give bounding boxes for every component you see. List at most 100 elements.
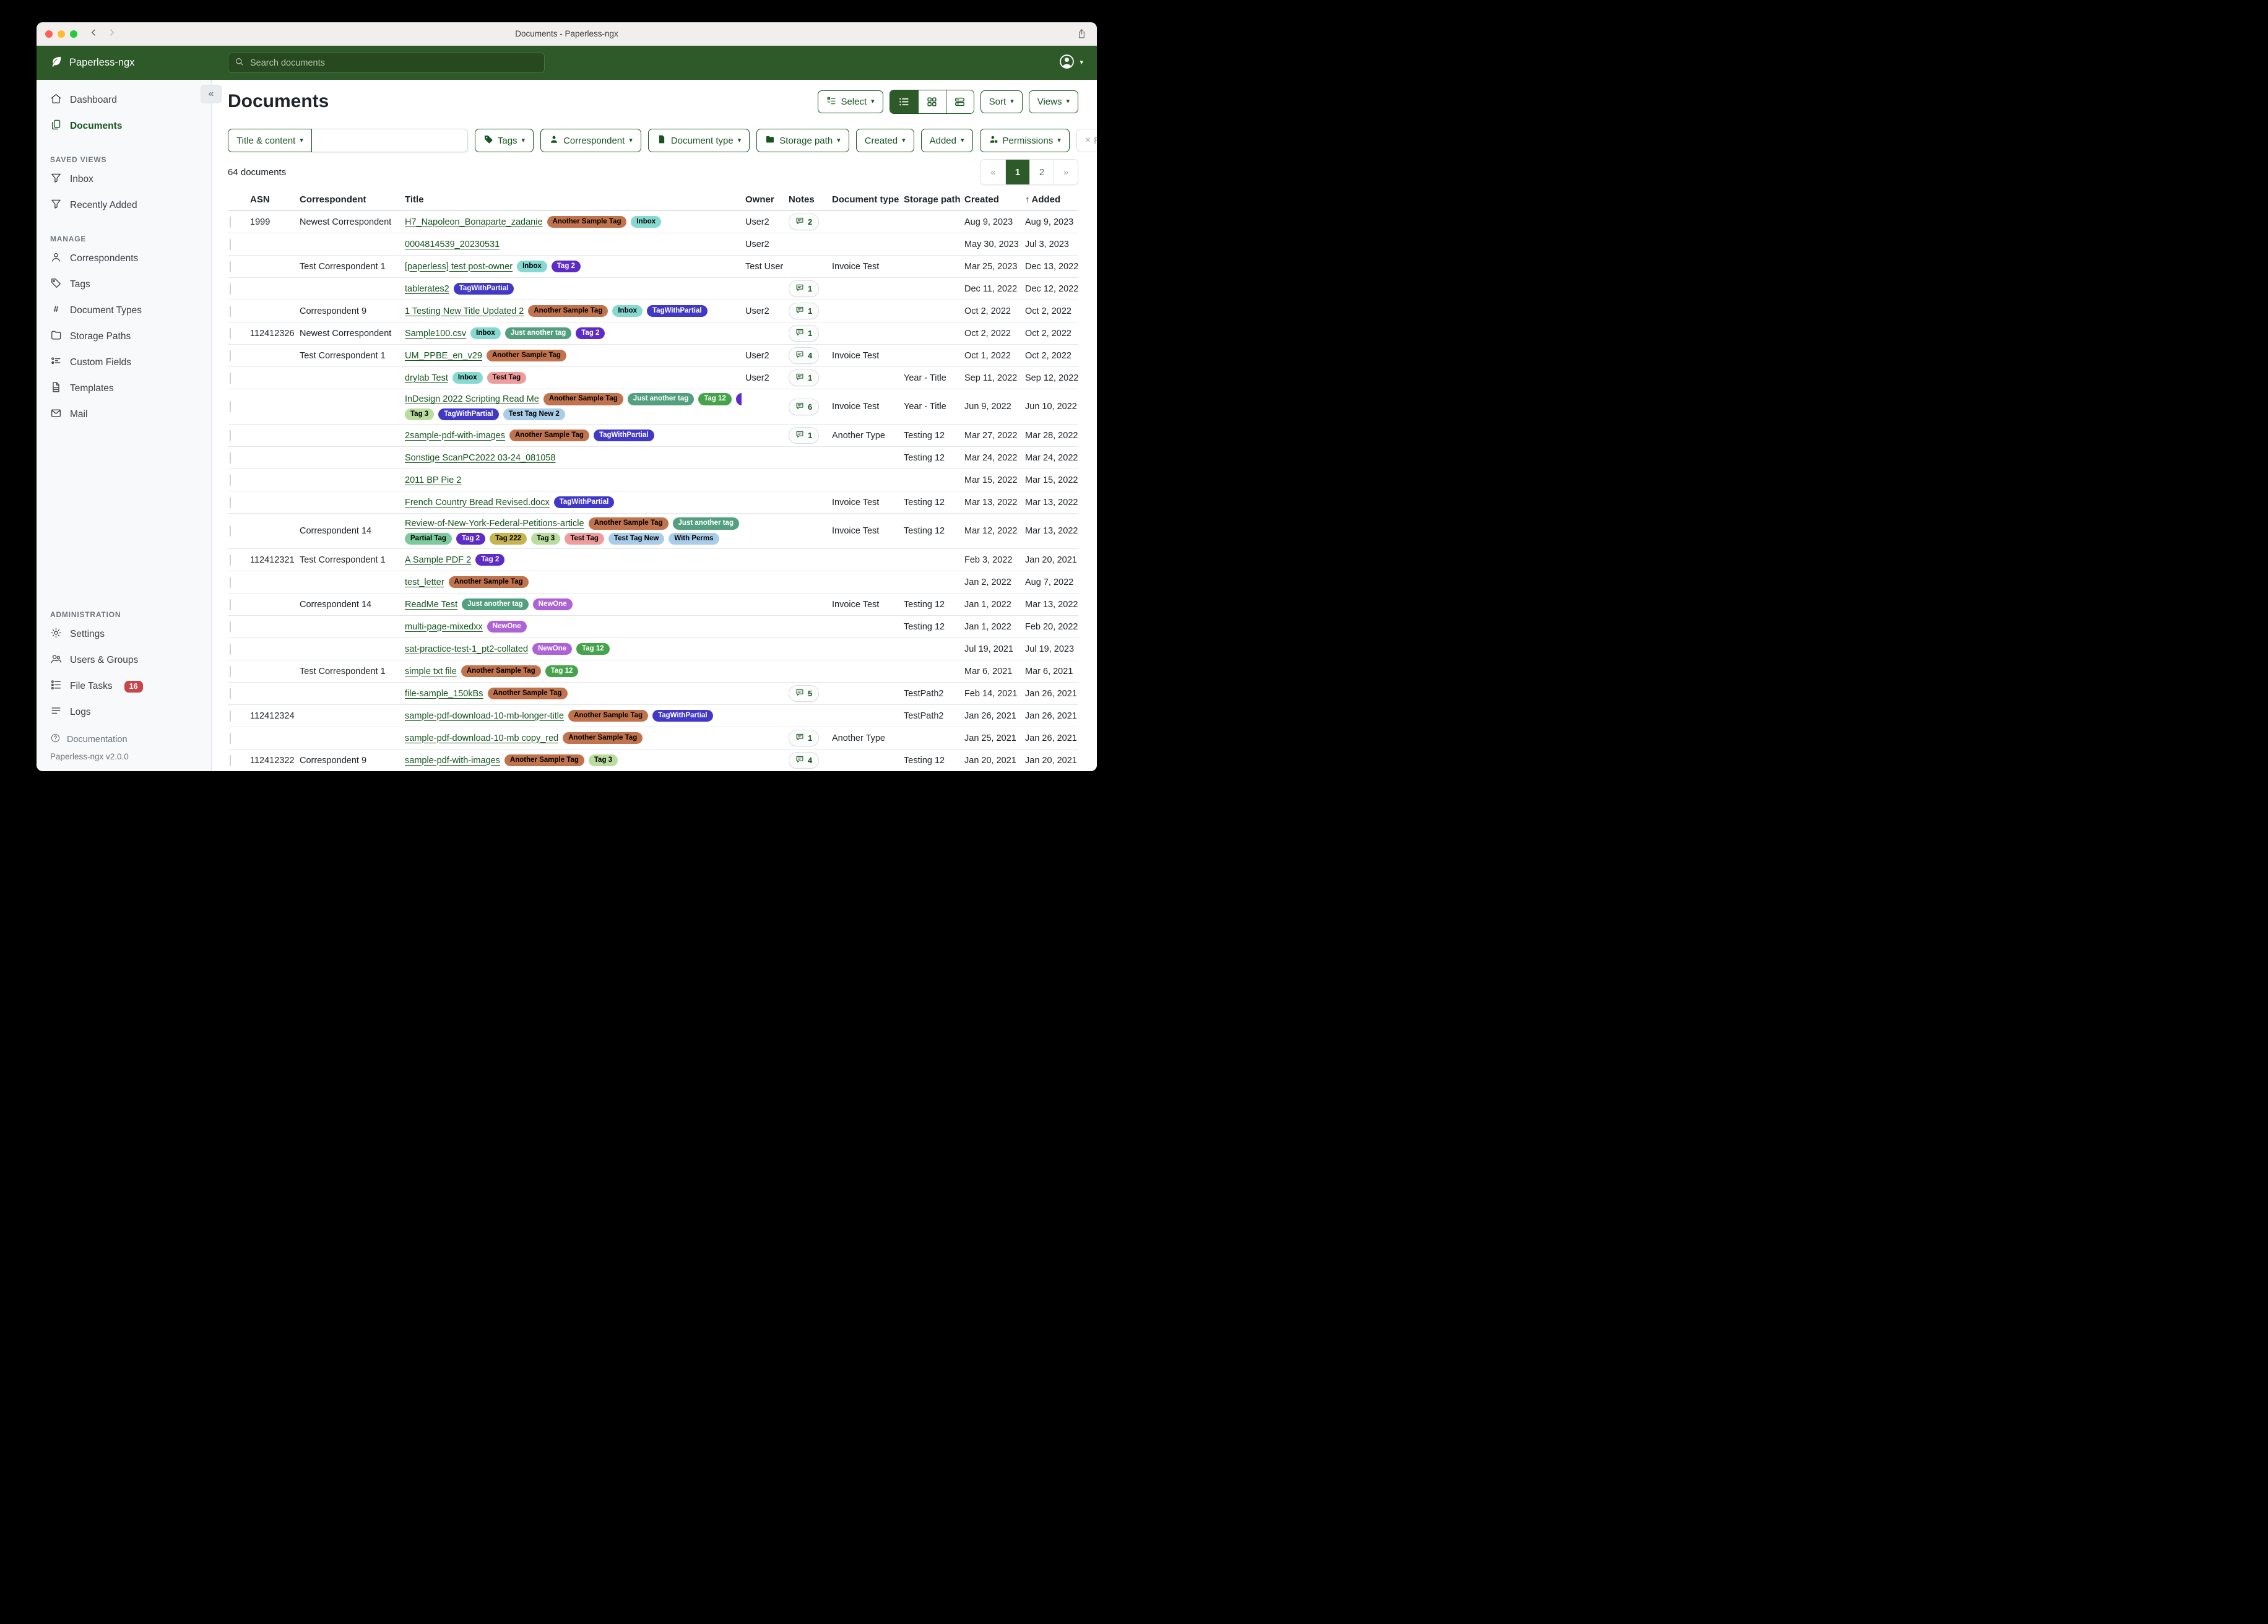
cell-document-type[interactable]: Invoice Test bbox=[832, 261, 880, 272]
cell-storage-path[interactable]: Testing 12 bbox=[904, 621, 945, 632]
tag-pill[interactable]: TagWithPartial bbox=[647, 304, 708, 317]
column-header-storage-path[interactable]: Storage path bbox=[904, 194, 961, 205]
tag-pill[interactable]: Another Sample Tag bbox=[568, 709, 649, 722]
notes-badge[interactable]: 1 bbox=[789, 303, 820, 319]
cell-correspondent[interactable]: Correspondent 9 bbox=[300, 755, 367, 766]
tag-pill[interactable]: Inbox bbox=[612, 304, 643, 317]
row-checkbox[interactable] bbox=[230, 576, 231, 588]
views-button[interactable]: Views ▾ bbox=[1028, 90, 1078, 113]
tag-pill[interactable]: Just another tag bbox=[627, 393, 695, 405]
cell-storage-path[interactable]: Testing 12 bbox=[904, 452, 945, 463]
document-title-link[interactable]: sample-pdf-with-images bbox=[405, 755, 500, 766]
tag-pill[interactable]: Another Sample Tag bbox=[504, 754, 584, 767]
cell-storage-path[interactable]: Testing 12 bbox=[904, 430, 945, 441]
title-content-filter-input[interactable] bbox=[311, 129, 468, 152]
notes-badge[interactable]: 4 bbox=[789, 752, 820, 769]
sidebar-item-logs[interactable]: Logs bbox=[37, 699, 211, 725]
document-title-link[interactable]: file-sample_150kBs bbox=[405, 688, 483, 699]
tag-pill[interactable]: NewOne bbox=[532, 598, 573, 611]
document-title-link[interactable]: simple txt file bbox=[405, 666, 457, 676]
created-filter-button[interactable]: Created ▾ bbox=[855, 129, 914, 152]
tag-pill[interactable]: Another Sample Tag bbox=[509, 429, 589, 442]
tag-pill[interactable]: Partial Tag bbox=[405, 532, 452, 545]
sidebar-item-settings[interactable]: Settings bbox=[37, 621, 211, 647]
cell-correspondent[interactable]: Test Correspondent 1 bbox=[300, 555, 386, 565]
document-title-link[interactable]: Review-of-New-York-Federal-Petitions-art… bbox=[405, 518, 584, 529]
cell-document-type[interactable]: Another Type bbox=[832, 430, 885, 441]
tag-pill[interactable]: Tag 12 bbox=[545, 665, 579, 678]
document-type-filter-button[interactable]: Document type ▾ bbox=[647, 129, 750, 152]
row-checkbox[interactable] bbox=[230, 496, 231, 508]
sidebar-item-mail[interactable]: Mail bbox=[37, 402, 211, 428]
column-header-title[interactable]: Title bbox=[405, 194, 424, 205]
minimize-window-button[interactable] bbox=[58, 30, 65, 38]
row-checkbox[interactable] bbox=[230, 474, 231, 486]
tag-pill[interactable]: With Perms bbox=[669, 532, 719, 545]
document-title-link[interactable]: sample-pdf-download-10-mb copy_red bbox=[405, 733, 559, 743]
row-checkbox[interactable] bbox=[230, 665, 231, 677]
sidebar-item-document-types[interactable]: # Document Types bbox=[37, 298, 211, 324]
row-checkbox[interactable] bbox=[230, 643, 231, 655]
app-brand[interactable]: Paperless-ngx bbox=[37, 55, 212, 71]
tags-filter-button[interactable]: Tags ▾ bbox=[474, 129, 534, 152]
sidebar-item-recently-added[interactable]: Recently Added bbox=[37, 192, 211, 218]
tag-pill[interactable]: Tag 2 bbox=[475, 553, 505, 566]
user-menu[interactable]: ▾ bbox=[1058, 53, 1083, 73]
sort-button[interactable]: Sort ▾ bbox=[980, 90, 1023, 113]
sidebar-item-storage-paths[interactable]: Storage Paths bbox=[37, 324, 211, 350]
notes-badge[interactable]: 1 bbox=[789, 427, 820, 444]
sidebar-item-inbox[interactable]: Inbox bbox=[37, 166, 211, 192]
storage-path-filter-button[interactable]: Storage path ▾ bbox=[756, 129, 849, 152]
row-checkbox[interactable] bbox=[230, 554, 231, 566]
tag-pill[interactable]: Another Sample Tag bbox=[448, 576, 529, 589]
tag-pill[interactable]: Inbox bbox=[631, 215, 662, 228]
notes-badge[interactable]: 4 bbox=[789, 347, 820, 364]
row-checkbox[interactable] bbox=[230, 430, 231, 441]
document-title-link[interactable]: Sample100.csv bbox=[405, 328, 467, 339]
pagination-page-1[interactable]: 1 bbox=[1005, 160, 1029, 184]
sidebar-item-custom-fields[interactable]: Custom Fields bbox=[37, 350, 211, 376]
document-title-link[interactable]: drylab Test bbox=[405, 373, 448, 383]
tag-pill[interactable]: Another Sample Tag bbox=[563, 732, 643, 745]
tag-pill[interactable]: Just another tag bbox=[462, 598, 529, 611]
notes-badge[interactable]: 2 bbox=[789, 214, 820, 230]
document-title-link[interactable]: multi-page-mixedxx bbox=[405, 621, 483, 632]
column-header-notes[interactable]: Notes bbox=[789, 194, 815, 205]
tag-pill[interactable]: Another Sample Tag bbox=[588, 517, 669, 530]
tag-pill[interactable]: Just another tag bbox=[504, 327, 572, 340]
sidebar-item-documents[interactable]: Documents bbox=[37, 113, 211, 139]
document-title-link[interactable]: ReadMe Test bbox=[405, 599, 458, 610]
cell-storage-path[interactable]: TestPath2 bbox=[904, 710, 944, 721]
cell-storage-path[interactable]: TestPath2 bbox=[904, 688, 944, 699]
document-title-link[interactable]: 0004814539_20230531 bbox=[405, 239, 500, 249]
tag-pill[interactable]: TagWithPartial bbox=[593, 429, 654, 442]
row-checkbox[interactable] bbox=[230, 710, 231, 722]
column-header-added[interactable]: ↑ Added bbox=[1025, 194, 1061, 205]
row-checkbox[interactable] bbox=[230, 621, 231, 633]
document-title-link[interactable]: 1 Testing New Title Updated 2 bbox=[405, 306, 524, 316]
pagination-prev-button[interactable]: « bbox=[981, 160, 1005, 184]
document-title-link[interactable]: H7_Napoleon_Bonaparte_zadanie bbox=[405, 217, 543, 227]
document-title-link[interactable]: tablerates2 bbox=[405, 283, 449, 294]
sidebar-item-dashboard[interactable]: Dashboard bbox=[37, 87, 211, 113]
notes-badge[interactable]: 1 bbox=[789, 325, 820, 342]
cell-document-type[interactable]: Invoice Test bbox=[832, 599, 880, 610]
tag-pill[interactable]: NewOne bbox=[532, 642, 573, 655]
tag-pill[interactable]: Test Tag bbox=[565, 532, 604, 545]
cell-storage-path[interactable]: Testing 12 bbox=[904, 497, 945, 508]
back-icon[interactable] bbox=[90, 28, 98, 40]
document-title-link[interactable]: Sonstige ScanPC2022 03-24_081058 bbox=[405, 452, 556, 463]
tag-pill[interactable]: Tag 3 bbox=[531, 532, 561, 545]
search-input[interactable] bbox=[249, 57, 538, 69]
tag-pill[interactable]: TagWithPartial bbox=[438, 408, 499, 420]
row-checkbox[interactable] bbox=[230, 688, 231, 699]
column-header-asn[interactable]: ASN bbox=[250, 194, 270, 205]
tag-pill[interactable]: Inbox bbox=[452, 371, 483, 384]
row-checkbox[interactable] bbox=[230, 238, 231, 250]
row-checkbox[interactable] bbox=[230, 525, 231, 537]
tag-pill[interactable]: Test Tag New bbox=[608, 532, 665, 545]
tag-pill[interactable]: Tag 2 bbox=[456, 532, 486, 545]
row-checkbox[interactable] bbox=[230, 401, 231, 412]
document-title-link[interactable]: sample-pdf-download-10-mb-longer-title bbox=[405, 710, 565, 721]
row-checkbox[interactable] bbox=[230, 452, 231, 464]
